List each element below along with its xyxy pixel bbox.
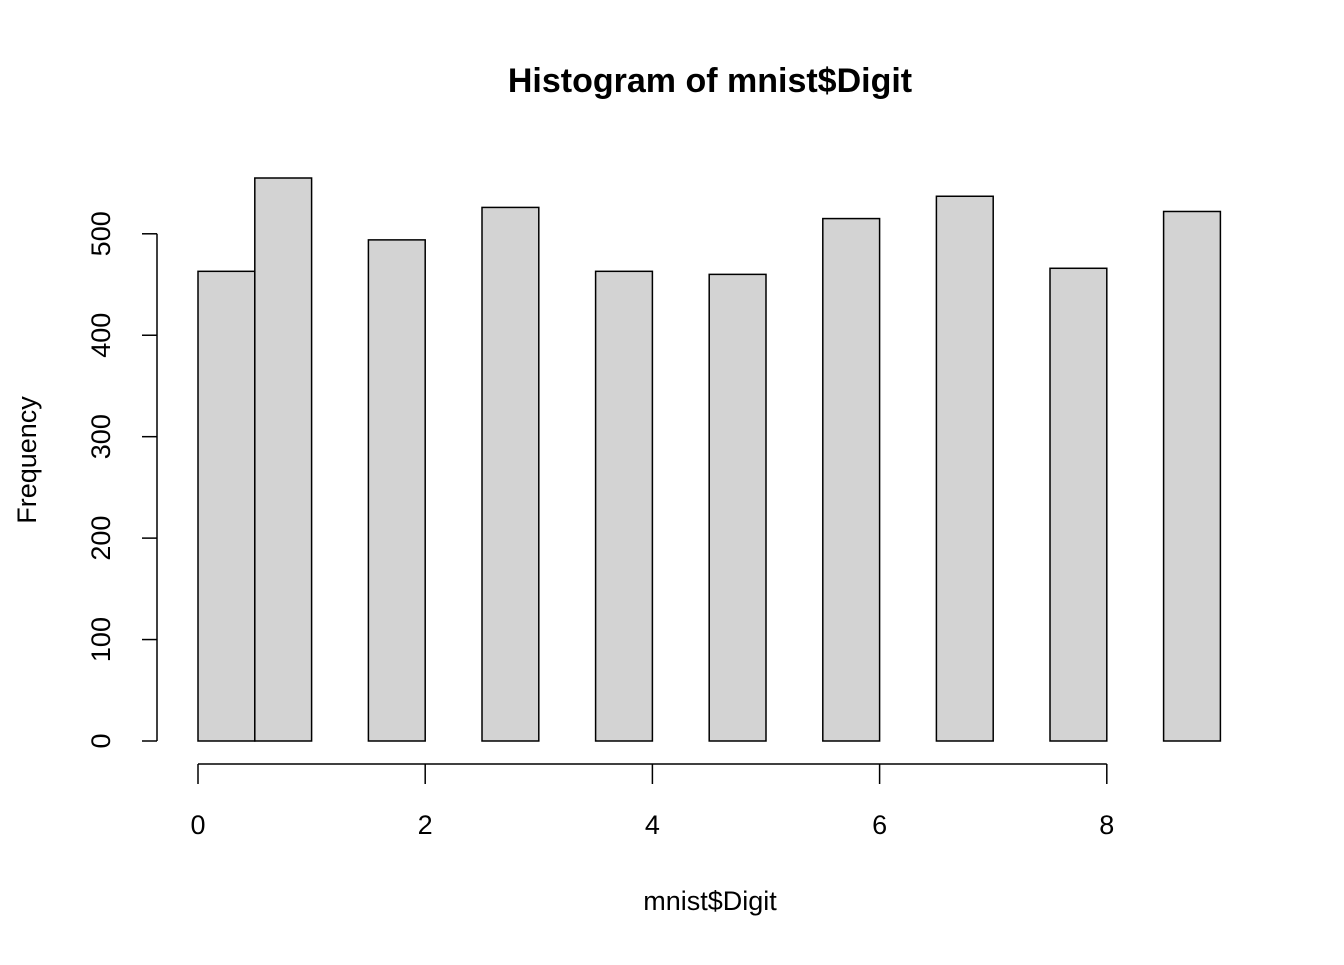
y-tick-label: 400	[86, 313, 116, 358]
x-tick-label: 6	[872, 810, 887, 840]
x-tick-label: 0	[190, 810, 205, 840]
bar	[935, 195, 994, 742]
y-axis-label: Frequency	[12, 396, 42, 524]
bar	[254, 177, 313, 742]
bar	[1162, 210, 1222, 742]
y-tick-label: 500	[86, 211, 116, 256]
x-tick-label: 8	[1099, 810, 1114, 840]
x-axis-label: mnist$Digit	[643, 886, 777, 916]
chart-title: Histogram of mnist$Digit	[508, 62, 912, 100]
y-tick-label: 100	[86, 617, 116, 662]
x-tick-label: 2	[418, 810, 433, 840]
bar	[197, 270, 256, 742]
bar	[367, 239, 426, 742]
y-tick-label: 200	[86, 516, 116, 561]
y-tick-label: 0	[86, 733, 116, 748]
y-tick-label: 300	[86, 414, 116, 459]
bar	[594, 270, 654, 742]
bar	[708, 273, 767, 742]
bar	[481, 206, 540, 742]
bar	[822, 217, 881, 742]
bar	[1049, 267, 1108, 742]
x-tick-label: 4	[645, 810, 660, 840]
